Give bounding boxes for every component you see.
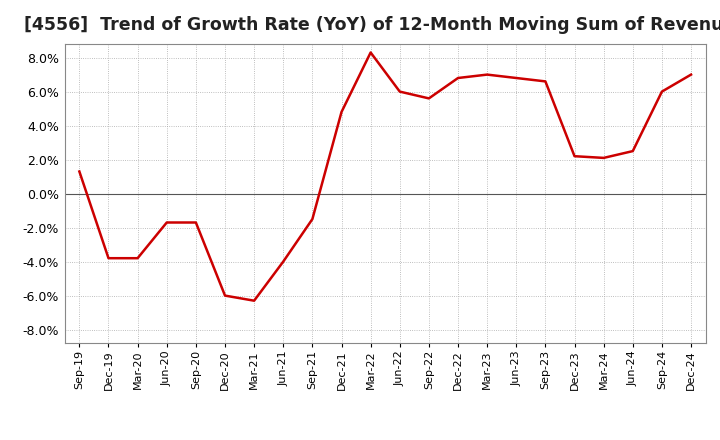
- Title: [4556]  Trend of Growth Rate (YoY) of 12-Month Moving Sum of Revenues: [4556] Trend of Growth Rate (YoY) of 12-…: [24, 16, 720, 34]
